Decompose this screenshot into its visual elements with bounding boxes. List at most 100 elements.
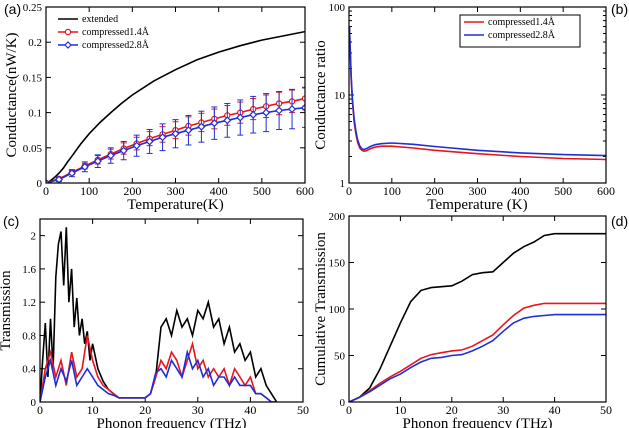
y-axis-label: Conductance ratio [313, 40, 329, 150]
data-point [106, 151, 115, 160]
panel-a: 0 100 200 300 400 500 600 0 0.05 0.1 0.15 0.2 0.25 Te… [4, 1, 314, 213]
legend-label: extended [82, 14, 118, 25]
data-point [145, 137, 154, 146]
legend-box [459, 14, 581, 48]
series-line-compressed2.8Å [349, 26, 606, 157]
x-tick-label: 40 [549, 403, 561, 417]
series-line-s0 [349, 232, 606, 402]
y-tick-label: 150 [329, 258, 346, 270]
y-tick-label: 0.25 [23, 2, 43, 14]
y-tick-label: 2 [31, 231, 37, 243]
x-axis-label: Temperature(K) [127, 197, 223, 213]
x-tick-label: 100 [383, 184, 401, 198]
series-line-extended [46, 30, 305, 183]
panel-label: (b) [611, 1, 628, 17]
legend-label: compressed2.8Å [82, 39, 150, 51]
series-line-s1 [349, 302, 606, 402]
x-tick-label: 200 [123, 184, 141, 198]
x-tick-label: 0 [37, 403, 43, 417]
x-tick-label: 0 [346, 184, 352, 198]
panel-c: 0 10 20 30 40 50 0 0.4 0.8 1.2 1.6 2 Phonon frequenc… [0, 213, 309, 428]
x-tick-label: 500 [253, 184, 271, 198]
data-point [67, 169, 76, 178]
x-tick-label: 30 [192, 403, 204, 417]
panel-label: (a) [4, 1, 21, 17]
data-point [197, 122, 206, 131]
x-tick-label: 50 [297, 403, 309, 417]
plot-frame [39, 218, 304, 403]
x-tick-label: 500 [554, 184, 572, 198]
data-point [288, 105, 297, 114]
series-group [46, 30, 305, 183]
y-tick-label: 100 [329, 2, 346, 14]
y-tick-label: 0.8 [22, 330, 36, 342]
x-tick-label: 10 [87, 403, 99, 417]
x-tick-label: 20 [446, 403, 458, 417]
x-axis-label: Phonon frequency (THz) [97, 416, 247, 428]
data-point [236, 113, 245, 122]
y-tick-label: 0.1 [28, 108, 42, 120]
x-tick-label: 100 [80, 184, 98, 198]
data-point [119, 146, 128, 155]
data-point [300, 103, 305, 112]
data-point [262, 108, 271, 117]
panel-b: 0 100 200 300 400 500 600 1 10 100 Temperature (K)… [313, 1, 628, 213]
data-point [46, 178, 51, 183]
legend-marker [64, 28, 72, 36]
plot-frame [348, 215, 607, 403]
x-tick-label: 400 [210, 184, 228, 198]
data-point [249, 110, 258, 119]
x-tick-label: 300 [167, 184, 185, 198]
data-point [210, 119, 219, 128]
legend-label: compressed1.4Å [488, 16, 556, 28]
series-line-s2 [349, 313, 606, 402]
y-axis-label: Conductance(nW/K) [4, 33, 20, 158]
x-tick-label: 40 [244, 403, 256, 417]
data-point [158, 133, 167, 142]
series-line-s2 [40, 348, 277, 402]
x-tick-label: 300 [469, 184, 487, 198]
data-point [171, 129, 180, 138]
series-group [349, 232, 606, 402]
plot-frame [348, 6, 607, 184]
x-tick-label: 200 [426, 184, 444, 198]
panel-label: (d) [611, 213, 628, 229]
x-axis-label: Temperature (K) [427, 197, 527, 213]
panel-d: 0 10 20 30 40 50 0 50 100 150 200 Phonon frequency … [313, 211, 628, 428]
data-point [184, 126, 193, 135]
x-tick-label: 600 [296, 184, 314, 198]
data-point [132, 141, 141, 150]
y-tick-label: 100 [329, 304, 346, 316]
y-tick-label: 0 [340, 397, 346, 409]
y-tick-label: 1.6 [22, 264, 36, 276]
x-tick-label: 10 [394, 403, 406, 417]
y-axis-label: Cumulative Transmission [313, 232, 329, 386]
y-tick-label: 200 [329, 211, 346, 223]
y-tick-label: 0.15 [23, 72, 43, 84]
y-tick-label: 0 [31, 397, 37, 409]
legend-label: compressed1.4Å [82, 26, 150, 38]
x-tick-label: 0 [43, 184, 49, 198]
x-axis-label: Phonon frequency (THz) [403, 416, 553, 428]
data-point [223, 116, 232, 125]
x-tick-label: 50 [600, 403, 612, 417]
y-axis-label: Transmission [0, 270, 14, 351]
x-tick-label: 600 [597, 184, 615, 198]
y-tick-label: 0.2 [28, 37, 42, 49]
y-tick-label: 50 [334, 351, 346, 363]
series-group [40, 227, 278, 402]
y-tick-label: 1.2 [22, 297, 36, 309]
x-tick-label: 400 [511, 184, 529, 198]
plot-frame [45, 6, 306, 184]
y-tick-label: 0 [37, 178, 43, 190]
series-line-s1 [40, 335, 277, 402]
y-tick-label: 0.05 [23, 143, 43, 155]
data-point [80, 162, 89, 171]
legend-marker [64, 41, 72, 49]
legend-label: compressed2.8Å [488, 29, 556, 41]
series-group [349, 26, 606, 161]
data-point [93, 157, 102, 166]
data-point [275, 106, 284, 115]
